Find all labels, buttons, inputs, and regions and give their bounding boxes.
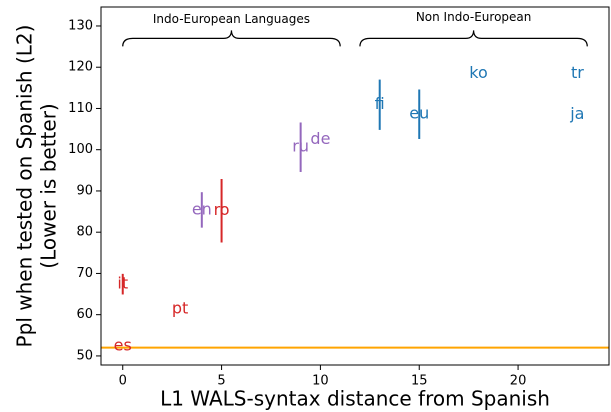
annotation: Indo-European Languages	[153, 12, 310, 26]
point-label: ru	[292, 137, 309, 156]
y-tick-label: 80	[76, 225, 93, 240]
y-axis-label: Ppl when tested on Spanish (L2)	[13, 25, 37, 348]
x-tick-label: 5	[217, 374, 225, 389]
x-tick-label: 0	[119, 374, 127, 389]
point-label: eu	[409, 104, 429, 123]
point-label: ko	[469, 63, 487, 82]
brace	[359, 30, 588, 47]
plot-frame	[100, 6, 610, 366]
y-tick-label: 110	[68, 101, 93, 116]
point-label: de	[310, 129, 330, 148]
y-tick-label: 90	[76, 183, 93, 198]
x-tick-label: 15	[411, 374, 428, 389]
point-label: fi	[375, 94, 385, 113]
y-tick-label: 130	[68, 18, 93, 33]
x-axis-label: L1 WALS-syntax distance from Spanish	[160, 387, 550, 411]
x-tick-label: 20	[510, 374, 527, 389]
x-tick-label: 10	[312, 374, 329, 389]
y-tick-label: 60	[76, 307, 93, 322]
y-tick-label: 50	[76, 348, 93, 363]
point-label: ro	[214, 200, 230, 219]
y-tick-label: 120	[68, 60, 93, 75]
point-label: es	[114, 336, 132, 355]
point-label: it	[117, 274, 128, 293]
y-tick-label: 70	[76, 266, 93, 281]
point-label: tr	[571, 63, 584, 82]
y-tick-label: 100	[68, 142, 93, 157]
point-label: en	[192, 199, 212, 218]
brace	[122, 30, 341, 47]
y-axis-label: (Lower is better)	[37, 103, 61, 268]
annotation: Non Indo-European	[416, 10, 532, 24]
point-label: ja	[569, 104, 584, 123]
point-label: pt	[172, 298, 188, 317]
